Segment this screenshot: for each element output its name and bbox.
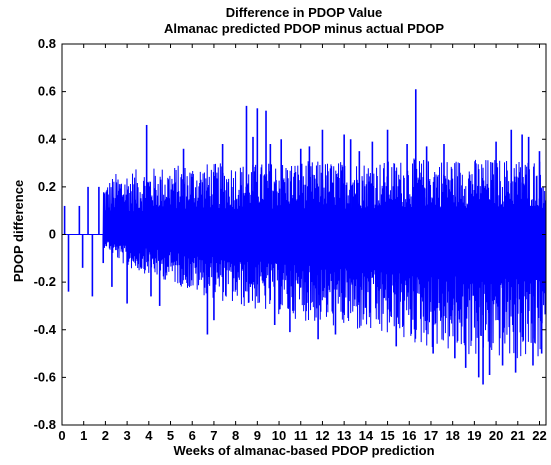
x-tick-label: 3 [123,428,130,443]
x-tick-label: 19 [467,428,481,443]
x-tick-label: 1 [80,428,87,443]
y-tick-label: 0.2 [38,179,56,194]
y-tick-label: 0 [49,227,56,242]
x-tick-label: 8 [232,428,239,443]
y-tick-label: -0.2 [34,274,56,289]
x-tick-label: 14 [359,428,374,443]
x-tick-label: 6 [189,428,196,443]
x-axis-label: Weeks of almanac-based PDOP prediction [173,443,434,458]
x-tick-label: 13 [337,428,351,443]
x-tick-label: 4 [145,428,153,443]
y-tick-label: 0.8 [38,36,56,51]
x-tick-label: 5 [167,428,174,443]
x-tick-label: 2 [102,428,109,443]
x-tick-label: 7 [210,428,217,443]
x-tick-label: 16 [402,428,416,443]
y-tick-label: 0.4 [38,131,57,146]
y-axis: -0.8 -0.6 -0.4 -0.2 0 0.2 0.4 0.6 0.8 [34,36,546,432]
x-tick-label: 0 [58,428,65,443]
chart-subtitle: Almanac predicted PDOP minus actual PDOP [164,21,444,36]
y-axis-label: PDOP difference [11,180,26,282]
x-tick-label: 17 [424,428,438,443]
x-tick-label: 21 [511,428,525,443]
x-tick-label: 18 [445,428,459,443]
y-tick-label: -0.8 [34,417,56,432]
chart-title: Difference in PDOP Value [226,5,383,20]
y-tick-label: -0.6 [34,369,56,384]
x-tick-label: 11 [294,428,308,443]
x-tick-label: 9 [254,428,261,443]
x-tick-label: 22 [532,428,546,443]
y-tick-label: 0.6 [38,84,56,99]
x-tick-label: 10 [272,428,286,443]
x-tick-label: 15 [380,428,394,443]
y-tick-label: -0.4 [34,322,57,337]
x-tick-label: 20 [489,428,503,443]
x-axis: 0 1 2 3 4 5 6 7 8 9 10 11 12 13 14 15 16 17 18 19 20 21 22 [58,44,547,443]
x-tick-label: 12 [315,428,329,443]
plot-area: 0 1 2 3 4 5 6 7 8 9 10 11 12 13 14 15 16 17 18 19 20 21 22 -0.… [34,36,547,443]
data-layer [62,89,547,385]
